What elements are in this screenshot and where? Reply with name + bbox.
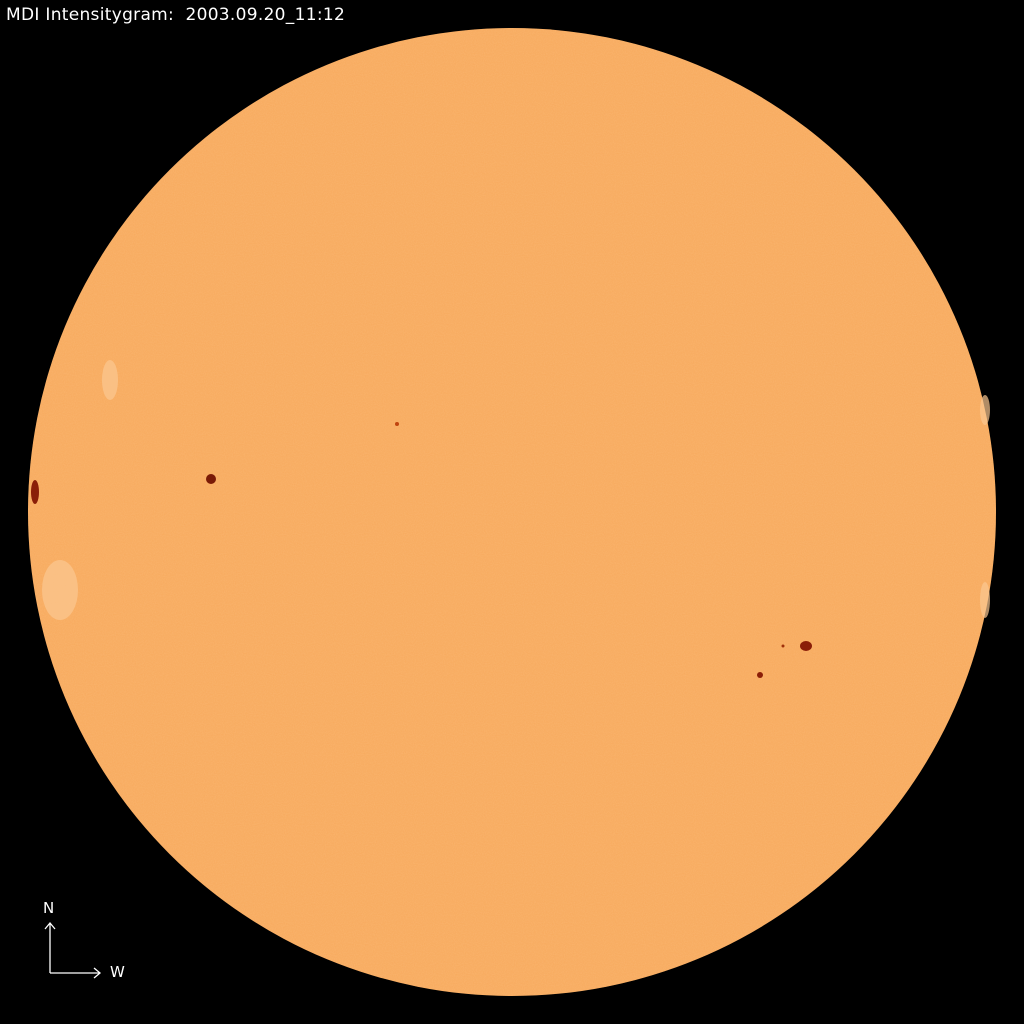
sunspot [395, 422, 399, 426]
sunspot [800, 641, 812, 651]
sunspot [206, 474, 216, 484]
granulation-texture [28, 28, 996, 996]
sunspot [31, 480, 39, 504]
west-label: W [110, 963, 125, 981]
image-title: MDI Intensitygram: 2003.09.20_11:12 [6, 5, 346, 25]
north-label: N [43, 899, 55, 917]
sunspot [781, 644, 785, 648]
compass-arrows [44, 921, 102, 979]
sunspots [31, 422, 812, 678]
faculae [42, 360, 990, 620]
sunspot [757, 672, 763, 678]
